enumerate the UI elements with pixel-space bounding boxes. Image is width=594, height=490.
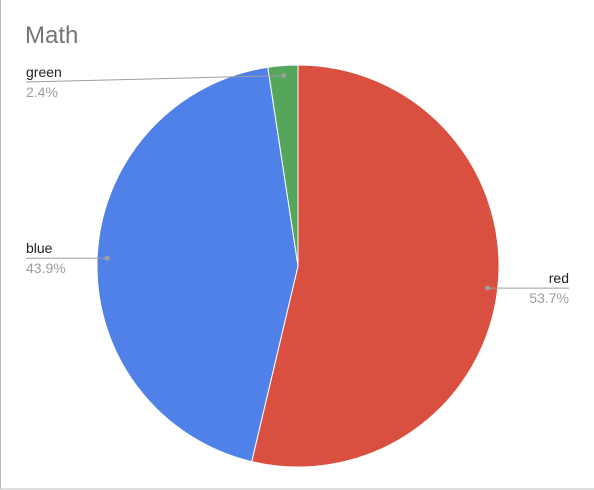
slice-label: red xyxy=(549,270,569,286)
chart-title: Math xyxy=(25,22,78,49)
slice-value-label: 2.4% xyxy=(26,84,58,100)
pie-slice xyxy=(267,64,299,267)
leader-dot xyxy=(104,255,110,261)
slice-label: blue xyxy=(26,240,53,256)
pie-slice xyxy=(251,64,500,468)
leader-dot xyxy=(281,73,287,79)
slice-value-label: 53.7% xyxy=(529,290,569,306)
slice-value-label: 43.9% xyxy=(26,260,66,276)
leader-dot xyxy=(485,285,491,291)
slice-label: green xyxy=(26,64,62,80)
leader-line xyxy=(25,75,284,83)
